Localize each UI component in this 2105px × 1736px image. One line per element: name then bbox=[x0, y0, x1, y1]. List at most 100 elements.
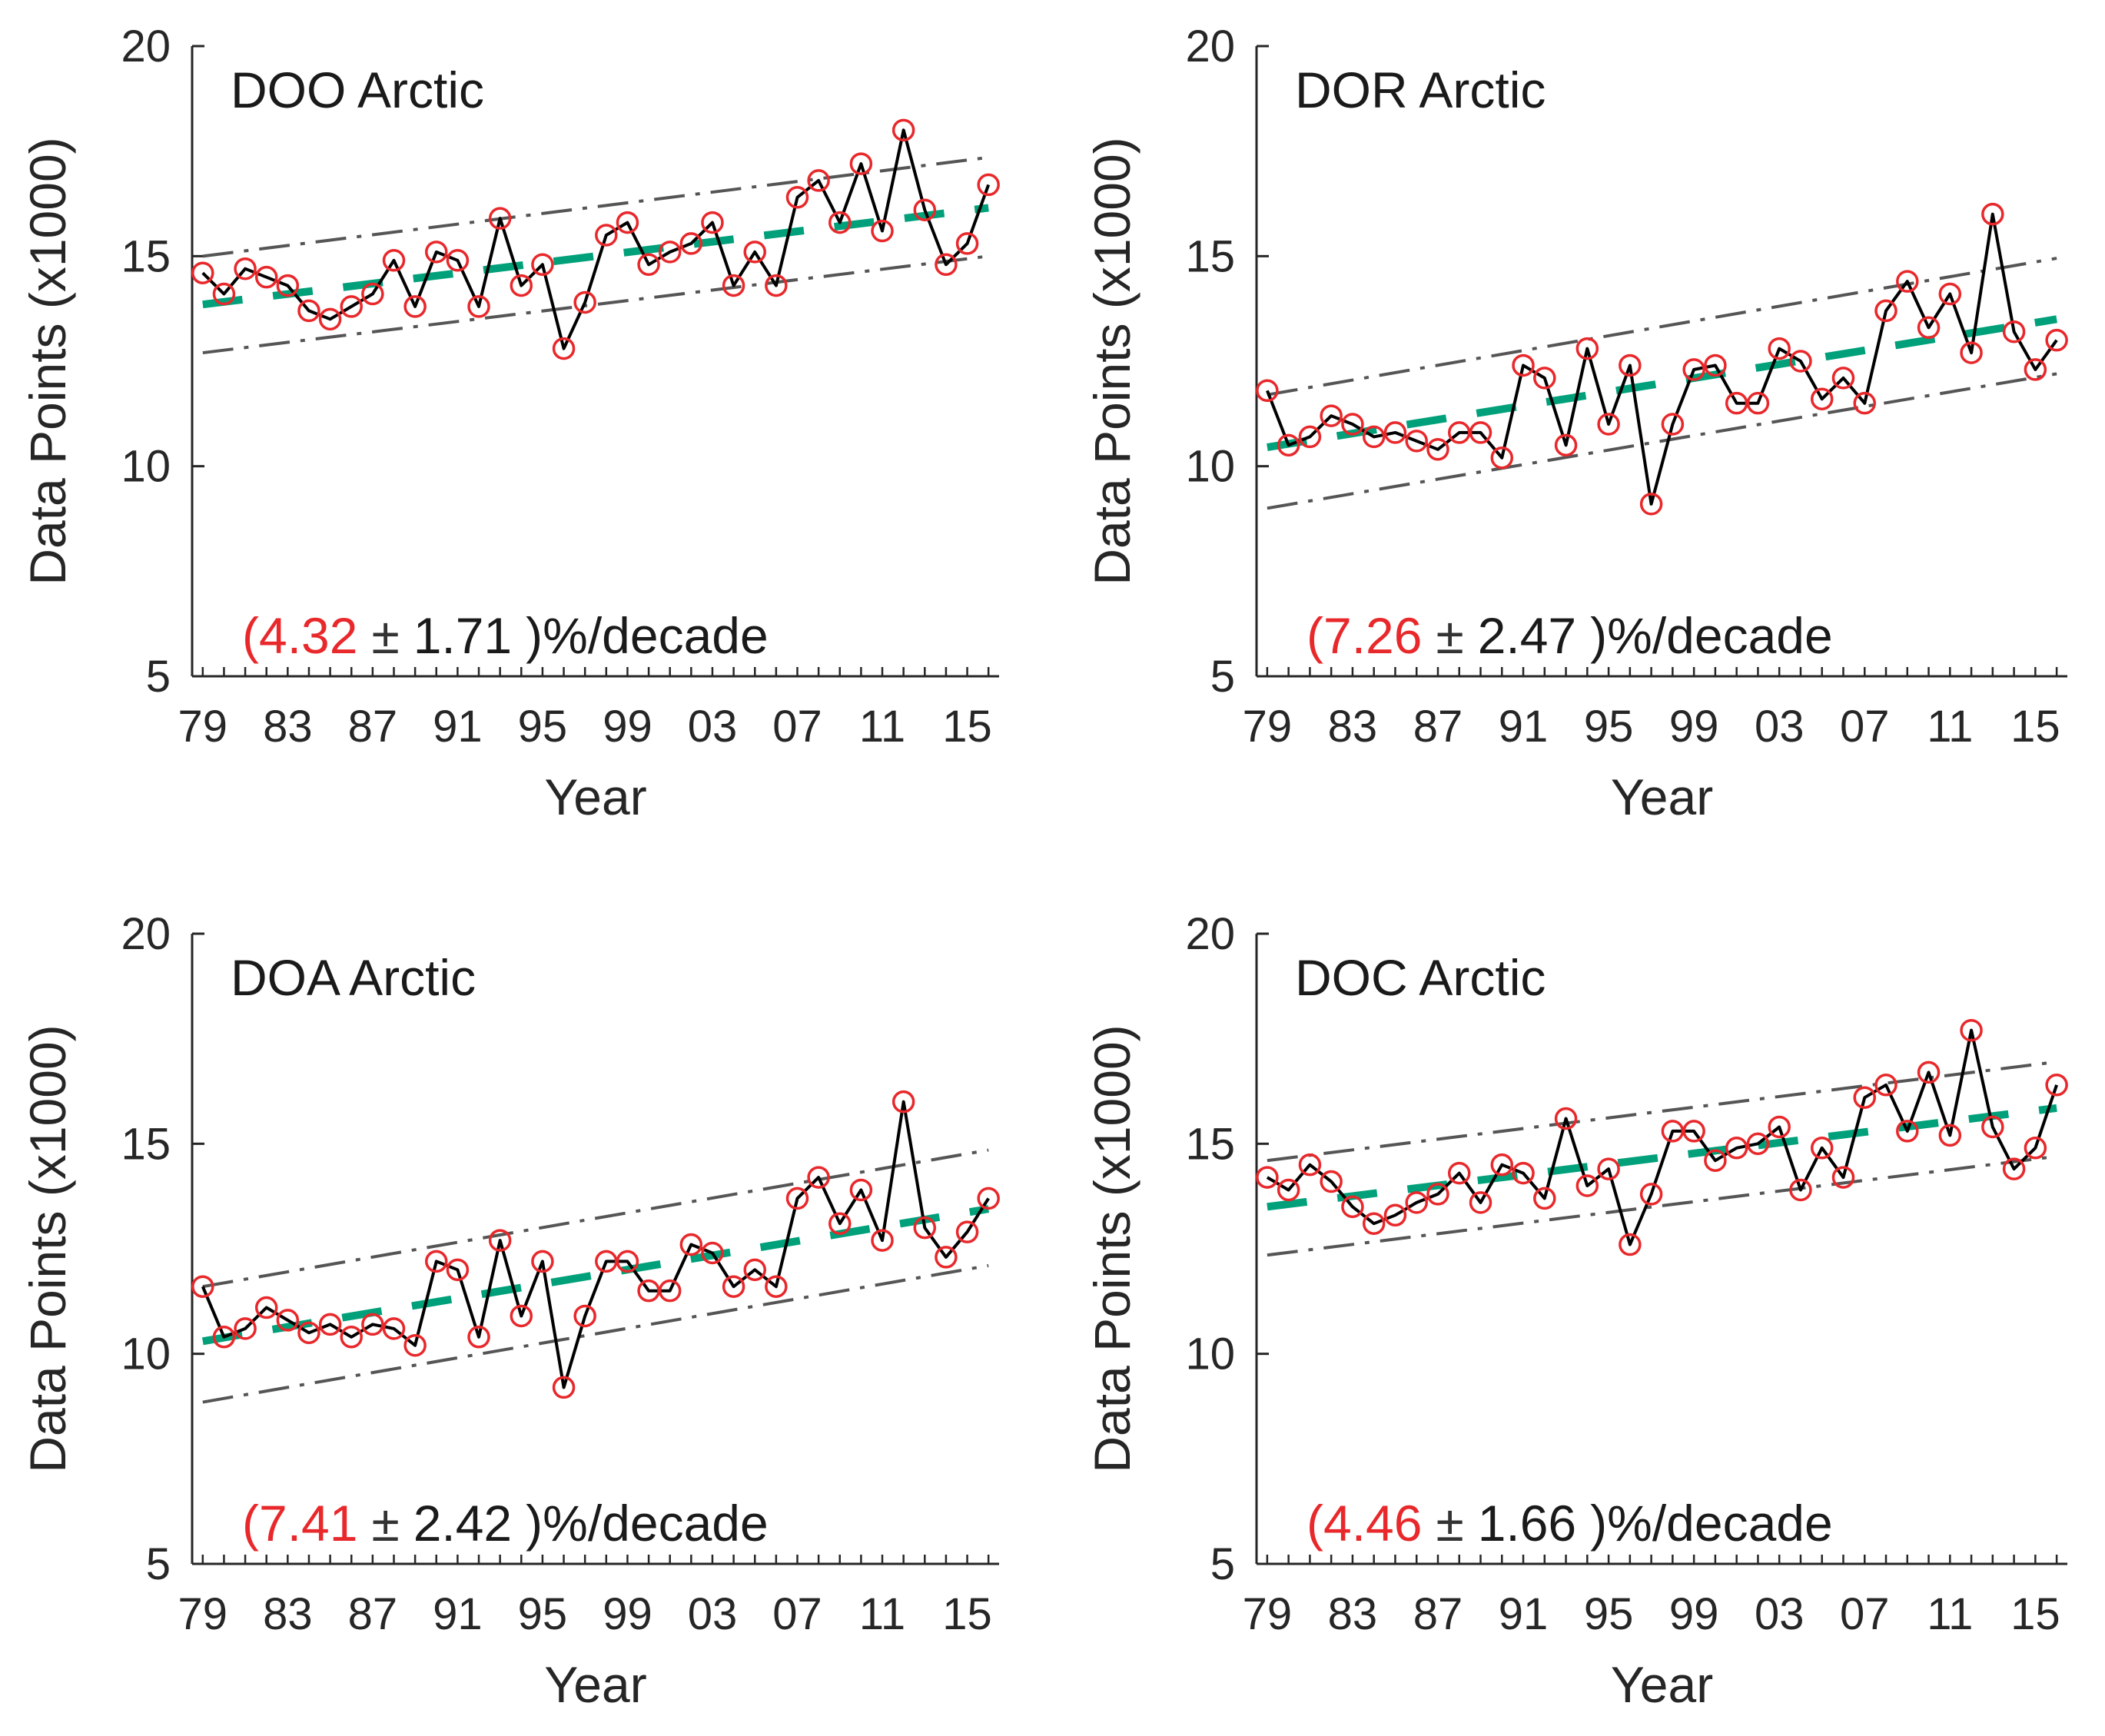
data-point bbox=[722, 274, 745, 297]
trend-annotation: (7.41 ±2.42)%/decade bbox=[242, 1495, 769, 1552]
data-point bbox=[1831, 367, 1855, 390]
x-tick-label: 79 bbox=[178, 702, 228, 752]
data-point bbox=[807, 169, 830, 192]
data-point bbox=[1383, 421, 1407, 444]
trend-unit: )%/decade bbox=[1590, 1495, 1833, 1552]
trend-annotation: (4.32 ±1.71)%/decade bbox=[242, 607, 769, 664]
data-point bbox=[573, 290, 596, 314]
trend-open-paren: ( bbox=[1306, 607, 1323, 664]
data-point bbox=[254, 1296, 278, 1319]
data-point bbox=[467, 295, 490, 318]
data-point bbox=[1426, 1183, 1449, 1206]
data-point bbox=[1554, 1107, 1578, 1130]
data-point bbox=[955, 232, 979, 255]
data-point bbox=[318, 1313, 342, 1336]
data-point bbox=[1256, 1166, 1279, 1189]
data-point bbox=[1725, 391, 1748, 415]
trend-rate: 4.32 bbox=[259, 607, 357, 664]
data-point bbox=[403, 295, 427, 318]
y-tick-label: 10 bbox=[121, 442, 171, 492]
data-point bbox=[1512, 354, 1535, 377]
x-tick-label: 03 bbox=[688, 1589, 738, 1639]
x-tick-label: 95 bbox=[1584, 702, 1634, 752]
data-point bbox=[382, 249, 406, 272]
data-point bbox=[1917, 1061, 1941, 1084]
data-point bbox=[234, 257, 257, 280]
y-tick-label: 5 bbox=[1210, 1539, 1235, 1589]
data-point bbox=[1682, 358, 1705, 381]
x-tick-label: 99 bbox=[1669, 1589, 1719, 1639]
x-tick-label: 11 bbox=[859, 702, 905, 752]
data-series-line bbox=[201, 1100, 990, 1389]
y-tick-label: 5 bbox=[1210, 652, 1235, 702]
data-point bbox=[1362, 1212, 1386, 1235]
data-point bbox=[1853, 391, 1876, 415]
data-point bbox=[1917, 316, 1941, 340]
x-tick-label: 11 bbox=[859, 1589, 905, 1639]
data-point bbox=[658, 1279, 682, 1303]
data-point bbox=[1490, 1153, 1514, 1177]
data-point bbox=[722, 1275, 745, 1298]
data-point bbox=[1981, 202, 2004, 226]
data-point bbox=[1597, 413, 1620, 436]
data-point bbox=[510, 1304, 533, 1328]
data-point bbox=[595, 224, 618, 247]
chart-panel-3: 5 10 15 20 79 83 87 91 95 99 03 07 11 15 Year Data Poin… bbox=[19, 909, 1000, 1713]
x-tick-label: 99 bbox=[603, 702, 652, 752]
data-point bbox=[212, 282, 236, 306]
y-tick-label: 15 bbox=[1185, 231, 1235, 281]
data-point bbox=[382, 1317, 406, 1340]
x-tick-label: 83 bbox=[263, 1589, 313, 1639]
data-point bbox=[2002, 1157, 2026, 1180]
data-point bbox=[1575, 337, 1599, 360]
data-point bbox=[361, 1313, 384, 1336]
y-tick-label: 5 bbox=[146, 652, 171, 702]
data-point bbox=[2024, 1137, 2047, 1160]
data-point bbox=[446, 1258, 470, 1282]
chart-panel-4: 5 10 15 20 79 83 87 91 95 99 03 07 11 15 Year Data Poin… bbox=[1084, 909, 2068, 1713]
data-point bbox=[1661, 413, 1685, 436]
trend-rate: 7.41 bbox=[259, 1495, 357, 1552]
upper-bound-line bbox=[202, 1148, 989, 1289]
data-point bbox=[234, 1317, 257, 1340]
x-tick-label: 15 bbox=[942, 1589, 992, 1639]
data-point bbox=[616, 211, 639, 234]
data-point bbox=[616, 1250, 639, 1273]
data-point bbox=[1746, 391, 1770, 415]
data-point bbox=[1896, 1120, 1919, 1143]
data-point bbox=[1362, 425, 1386, 449]
trend-rate: 7.26 bbox=[1323, 607, 1422, 664]
data-point bbox=[340, 1326, 363, 1349]
data-point bbox=[2045, 1074, 2068, 1097]
x-tick-label: 15 bbox=[942, 702, 992, 752]
data-point bbox=[2045, 328, 2068, 352]
data-point bbox=[1341, 413, 1364, 436]
data-point bbox=[1575, 1174, 1599, 1197]
x-tick-label: 91 bbox=[1499, 1589, 1549, 1639]
x-tick-label: 99 bbox=[1669, 702, 1719, 752]
data-point bbox=[1619, 1233, 1642, 1256]
y-tick-label: 20 bbox=[121, 22, 171, 71]
x-tick-label: 87 bbox=[1413, 702, 1463, 752]
data-point bbox=[1405, 430, 1428, 453]
data-point bbox=[1725, 1137, 1748, 1160]
upper-bound-line bbox=[1267, 1060, 2057, 1163]
trend-pm: ± bbox=[371, 1495, 399, 1552]
x-tick-label: 87 bbox=[1413, 1589, 1463, 1639]
trend-open-paren: ( bbox=[1306, 1495, 1323, 1552]
data-point bbox=[361, 282, 384, 306]
y-axis-label: Data Points (x1000) bbox=[1084, 1024, 1140, 1472]
x-tick-label: 83 bbox=[1328, 1589, 1378, 1639]
trend-open-paren: ( bbox=[242, 607, 259, 664]
x-tick-label: 95 bbox=[518, 702, 568, 752]
x-tick-label: 15 bbox=[2010, 1589, 2060, 1639]
upper-bound-line bbox=[202, 155, 989, 258]
data-point bbox=[573, 1304, 596, 1328]
data-point bbox=[977, 1187, 1000, 1210]
data-point bbox=[1469, 1191, 1492, 1214]
data-point bbox=[765, 1275, 788, 1298]
data-point bbox=[935, 253, 958, 277]
data-point bbox=[828, 211, 852, 234]
y-axis-label: Data Points (x1000) bbox=[19, 137, 76, 585]
